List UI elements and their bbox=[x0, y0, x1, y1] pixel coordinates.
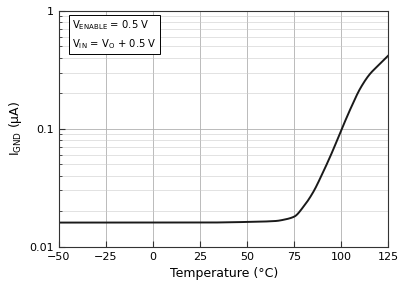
Y-axis label: I$_\mathregular{GND}$ (μA): I$_\mathregular{GND}$ (μA) bbox=[7, 101, 24, 156]
X-axis label: Temperature (°C): Temperature (°C) bbox=[169, 267, 277, 280]
Text: V$_\mathregular{ENABLE}$ = 0.5 V
V$_\mathregular{IN}$ = V$_\mathregular{O}$ + 0.: V$_\mathregular{ENABLE}$ = 0.5 V V$_\mat… bbox=[72, 18, 156, 51]
